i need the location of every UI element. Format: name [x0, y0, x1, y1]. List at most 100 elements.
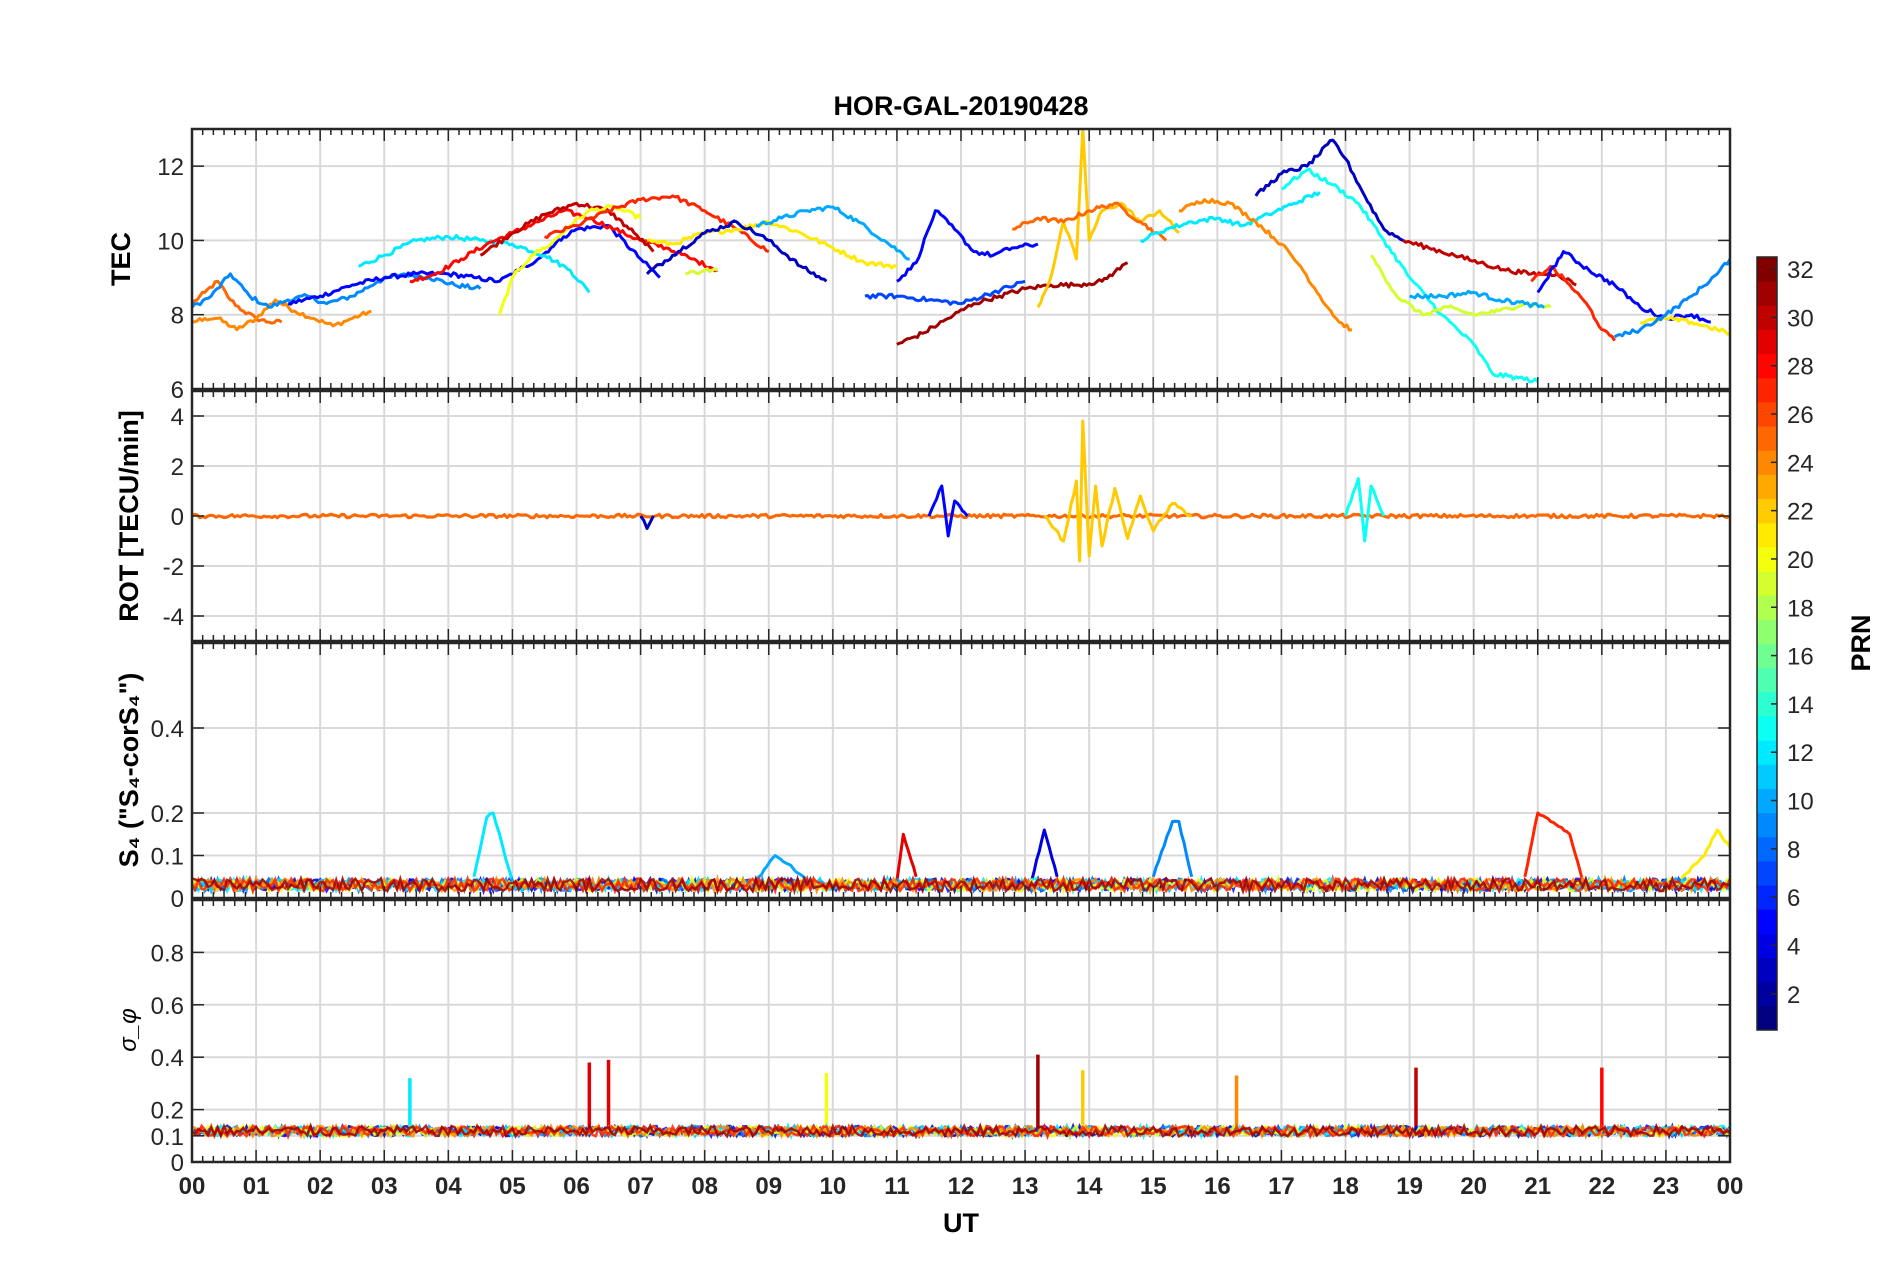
- x-tick-label: 10: [819, 1173, 846, 1200]
- x-tick-label: 01: [243, 1173, 270, 1200]
- colorbar-segment: [1757, 450, 1777, 475]
- colorbar-segment: [1757, 812, 1777, 838]
- x-tick-label: 03: [371, 1173, 398, 1200]
- colorbar-tick-label: 2: [1787, 982, 1800, 1009]
- x-tick-label: 04: [435, 1173, 462, 1200]
- series-line: [192, 271, 482, 309]
- x-tick-label: 07: [627, 1173, 654, 1200]
- colorbar-segment: [1757, 401, 1777, 427]
- series-line: [1281, 167, 1539, 384]
- series-line: [1012, 201, 1168, 242]
- colorbar-tick-label: 22: [1787, 499, 1814, 526]
- colorbar-tick-label: 26: [1787, 402, 1814, 429]
- series-line: [645, 219, 828, 283]
- colorbar-segment: [1757, 305, 1777, 330]
- series-line: [1369, 254, 1552, 317]
- series-line: [1030, 828, 1059, 882]
- x-tick-label: 09: [755, 1173, 782, 1200]
- series-line: [1613, 258, 1730, 339]
- colorbar-segment: [1757, 281, 1777, 306]
- colorbar-segment: [1757, 764, 1777, 789]
- series-line: [192, 298, 372, 332]
- series-line: [639, 515, 655, 530]
- y-tick-label: 2: [171, 454, 184, 481]
- panel-s4-ticks: 0 0.1 0.2 0.4: [151, 643, 1731, 913]
- series-line: [1639, 315, 1730, 336]
- colorbar-tick-label: 20: [1787, 547, 1814, 574]
- y-tick-label: 0.4: [151, 1045, 184, 1072]
- x-tick-label: 12: [948, 1173, 975, 1200]
- y-tick-label: 0: [171, 886, 184, 913]
- colorbar-segment: [1757, 595, 1777, 620]
- y-tick-label: -2: [163, 554, 184, 581]
- series-line: [1254, 138, 1404, 242]
- x-tick-label: 18: [1332, 1173, 1359, 1200]
- colorbar-tick-label: 12: [1787, 740, 1814, 767]
- series-line: [1409, 289, 1545, 309]
- colorbar-segment: [1757, 257, 1777, 282]
- x-tick-label: 13: [1012, 1173, 1039, 1200]
- series-line: [1178, 197, 1353, 332]
- y-tick-label: 0.1: [151, 1124, 184, 1151]
- y-tick-label: 6: [171, 377, 184, 404]
- colorbar-tick-label: 14: [1787, 692, 1814, 719]
- x-axis-label: UT: [943, 1208, 979, 1238]
- series-line: [754, 854, 809, 882]
- colorbar-tick-label: 18: [1787, 595, 1814, 622]
- series-line: [544, 194, 770, 254]
- colorbar-segment: [1757, 546, 1777, 572]
- colorbar-segment: [1757, 933, 1777, 959]
- colorbar-segment: [1757, 377, 1777, 403]
- series-line: [358, 233, 591, 294]
- series-baseline: [192, 874, 1730, 896]
- colorbar-segment: [1757, 619, 1777, 644]
- panel-rot-ylabel: ROT [TECU/min]: [114, 410, 144, 621]
- colorbar-segment: [1757, 474, 1777, 500]
- series-line: [895, 832, 918, 882]
- series-line: [472, 811, 514, 882]
- x-tick-label: 08: [691, 1173, 718, 1200]
- x-tick-label: 16: [1204, 1173, 1231, 1200]
- colorbar-tick-label: 24: [1787, 450, 1814, 477]
- y-tick-label: 8: [171, 303, 184, 330]
- colorbar-segment: [1757, 353, 1777, 379]
- y-tick-label: 0.4: [151, 716, 184, 743]
- series-line: [685, 267, 718, 276]
- panel-sigma-grid: [191, 900, 1731, 1162]
- series-line: [927, 484, 969, 538]
- x-tick-label: 11: [884, 1173, 909, 1200]
- x-tick-label: 23: [1653, 1173, 1680, 1200]
- panel-rot-series: [192, 419, 1730, 563]
- panel-sigma-series: [192, 1054, 1730, 1141]
- series-line: [287, 224, 661, 306]
- y-tick-label: -4: [163, 604, 184, 631]
- x-tick-label: 00: [179, 1173, 206, 1200]
- colorbar-segment: [1757, 426, 1777, 451]
- series-line: [1402, 239, 1577, 287]
- colorbar-segment: [1757, 522, 1777, 548]
- panel-s4: 0 0.1 0.2 0.4 S₄ ("S₄-corS₄"): [114, 641, 1732, 913]
- x-tick-label: 00: [1717, 1173, 1744, 1200]
- colorbar-tick-label: 30: [1787, 305, 1814, 332]
- colorbar-segment: [1757, 667, 1777, 693]
- series-line: [755, 204, 910, 261]
- y-tick-label: 0: [171, 1150, 184, 1177]
- panel-rot-ticks: -4 -2 0 2 4: [163, 391, 1731, 641]
- colorbar-tick-label: 6: [1787, 885, 1800, 912]
- colorbar-segment: [1757, 740, 1777, 765]
- x-tick-label: 22: [1588, 1173, 1615, 1200]
- colorbar-tick-label: 16: [1787, 644, 1814, 671]
- chart-title: HOR-GAL-20190428: [833, 91, 1088, 121]
- colorbar-tick-label: 8: [1787, 837, 1800, 864]
- panel-sigma: 00.10.2 0.4 0.6 0.8 σ_φ: [115, 898, 1732, 1177]
- series-line: [1677, 828, 1730, 883]
- colorbar-label: PRN: [1846, 614, 1876, 671]
- panel-sigma-ticks: 00.10.2 0.4 0.6 0.8: [151, 900, 1731, 1177]
- x-axis-tick-labels: 00 01 02 03 04 05 06 07 08 09 10 11 12 13 14 15 16 17 18 19…: [179, 1173, 1744, 1200]
- series-line: [864, 279, 1026, 306]
- panel-tec-series: [192, 129, 1730, 384]
- colorbar-segment: [1757, 715, 1777, 741]
- x-tick-label: 15: [1140, 1173, 1167, 1200]
